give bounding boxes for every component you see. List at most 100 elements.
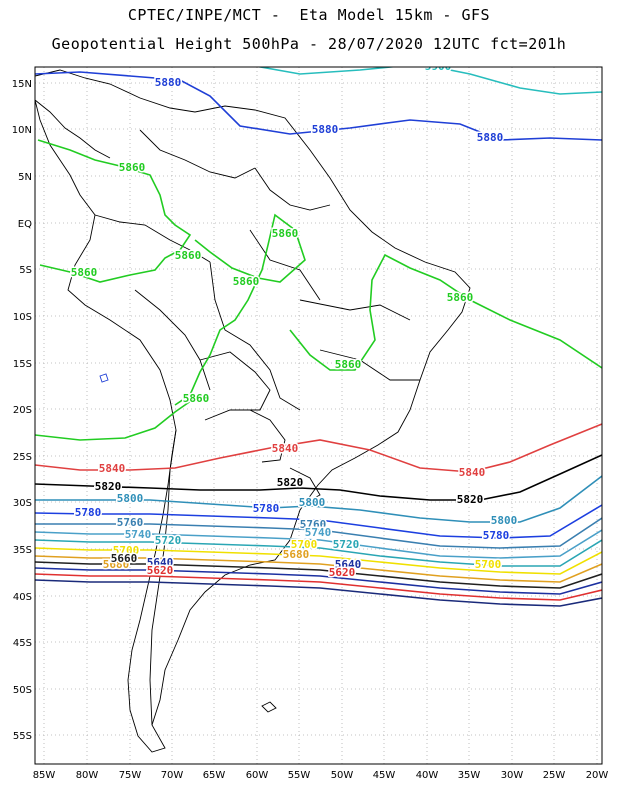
border-brazil-states-1 — [299, 299, 411, 321]
map-title: CPTEC/INPE/MCT - Eta Model 15km - GFS — [127, 6, 491, 24]
contour-5880-north — [35, 71, 602, 141]
lon-label: 25W — [543, 770, 566, 781]
lat-label: 5N — [18, 172, 32, 183]
lon-label: 60W — [246, 770, 269, 781]
lon-label: 65W — [203, 770, 226, 781]
contour-5680 — [35, 555, 602, 583]
contour-label-5860: 5860 — [233, 275, 260, 288]
border-colombia — [94, 214, 211, 263]
lat-label: 5S — [19, 265, 32, 276]
contour-5700 — [35, 547, 602, 575]
contour-5860-north — [37, 139, 192, 283]
map-subtitle: Geopotential Height 500hPa - 28/07/2020 … — [51, 35, 567, 53]
contour-label-5860: 5860 — [447, 291, 474, 304]
contour-label-5620: 5620 — [329, 566, 356, 579]
longitude-labels: 85W 80W 75W 70W 65W 60W 55W 50W 45W 40W 35W 30W 25W 2… — [33, 770, 609, 781]
border-paraguay — [249, 409, 286, 463]
contour-5600 — [35, 579, 602, 607]
contour-5860-amazon — [174, 213, 306, 406]
contour-label-5820: 5820 — [95, 480, 122, 493]
contour-label-5620: 5620 — [147, 564, 174, 577]
contour-5860-south — [35, 397, 196, 441]
contour-label-5840: 5840 — [99, 462, 126, 475]
lat-label: 50S — [13, 685, 32, 696]
country-borders — [35, 69, 471, 753]
grid-lines — [35, 67, 602, 764]
lon-label: 30W — [501, 770, 524, 781]
contour-label-5680: 5680 — [103, 558, 130, 571]
lat-label: 40S — [13, 592, 32, 603]
contour-label-5700: 5700 — [113, 544, 140, 557]
contour-5800 — [35, 475, 602, 523]
contour-label-5700: 5700 — [291, 538, 318, 551]
contour-label-5880: 5880 — [312, 123, 339, 136]
contour-5640 — [35, 567, 602, 595]
border-venezuela — [139, 129, 256, 179]
lake-titicaca — [99, 373, 109, 383]
latitude-labels: 15N 10N 5N EQ 5S 10S 15S 20S 25S 30S 35S 40S 45S 50S 5… — [12, 79, 32, 742]
contour-label-5760: 5760 — [117, 516, 144, 529]
contour-label-5720: 5720 — [155, 534, 182, 547]
contour-label-5880: 5880 — [477, 131, 504, 144]
contour-label-5740: 5740 — [125, 528, 152, 541]
lat-label: 30S — [13, 498, 32, 509]
contour-label-5820: 5820 — [277, 476, 304, 489]
lat-label: 35S — [13, 545, 32, 556]
contour-label-5780: 5780 — [75, 506, 102, 519]
lon-label: 75W — [119, 770, 142, 781]
lon-label: 55W — [288, 770, 311, 781]
lat-label: 55S — [13, 731, 32, 742]
contour-label-5800: 5800 — [117, 492, 144, 505]
lon-label: 45W — [373, 770, 396, 781]
contour-label-5860: 5860 — [175, 249, 202, 262]
map-frame — [34, 66, 603, 765]
contour-5780 — [35, 504, 602, 539]
contour-label-5840: 5840 — [459, 466, 486, 479]
lat-label: 15S — [13, 359, 32, 370]
lon-label: 80W — [76, 770, 99, 781]
contour-label-5860: 5860 — [183, 392, 210, 405]
central-america — [35, 99, 111, 159]
lon-label: 85W — [33, 770, 56, 781]
contour-label-5780: 5780 — [483, 529, 510, 542]
lon-label: 50W — [331, 770, 354, 781]
contour-5620 — [35, 573, 602, 601]
contour-5820 — [35, 454, 602, 501]
contour-label-5760: 5760 — [300, 518, 327, 531]
contour-label-5680: 5680 — [283, 548, 310, 561]
lat-label: EQ — [18, 219, 32, 230]
contour-label-5840: 5840 — [272, 442, 299, 455]
lon-label: 35W — [458, 770, 481, 781]
contour-label-5800: 5800 — [299, 496, 326, 509]
border-brazil-states-2 — [319, 349, 420, 381]
lat-label: 45S — [13, 638, 32, 649]
border-guianas — [254, 167, 331, 211]
falklands — [261, 701, 277, 713]
contour-5740 — [35, 529, 602, 559]
contour-label-5780: 5780 — [253, 502, 280, 515]
lon-label: 40W — [416, 770, 439, 781]
contour-label-5660: 5660 — [111, 552, 138, 565]
lat-label: 15N — [12, 79, 32, 90]
contour-label-5640: 5640 — [147, 556, 174, 569]
border-peru-bolivia — [134, 289, 211, 391]
contour-label-5900: 5900 — [425, 60, 452, 73]
contour-5720 — [35, 539, 602, 567]
border-brazil-states-3 — [249, 229, 321, 301]
contour-label-5740: 5740 — [305, 526, 332, 539]
lon-label: 70W — [161, 770, 184, 781]
south-america-coastline — [35, 69, 471, 753]
contour-label-5860: 5860 — [71, 266, 98, 279]
contour-label-5860: 5860 — [335, 358, 362, 371]
contour-5660 — [35, 561, 602, 589]
contour-label-5860: 5860 — [272, 227, 299, 240]
border-bolivia — [199, 351, 271, 421]
lat-label: 20S — [13, 405, 32, 416]
contour-label-5700: 5700 — [475, 558, 502, 571]
border-brazil-west — [209, 261, 301, 411]
lat-label: 10S — [13, 312, 32, 323]
contour-label-5720: 5720 — [333, 538, 360, 551]
lat-label: 25S — [13, 452, 32, 463]
contour-5860-east — [289, 253, 602, 371]
